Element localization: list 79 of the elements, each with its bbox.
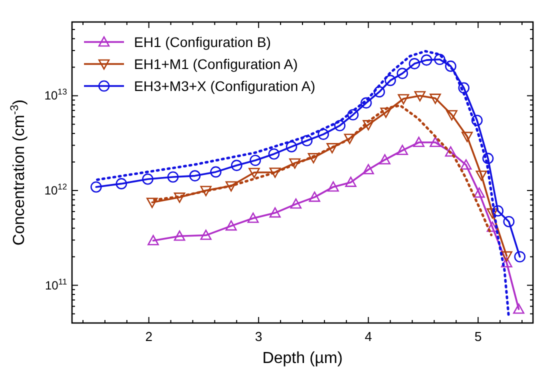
point bbox=[290, 198, 302, 209]
point bbox=[226, 220, 237, 231]
point bbox=[286, 141, 298, 152]
point bbox=[396, 68, 408, 80]
point bbox=[200, 186, 212, 196]
y-tick-label: 10$^{12}$ bbox=[44, 182, 68, 198]
legend-label: EH3+M3+X (Configuration A) bbox=[134, 78, 316, 94]
point bbox=[446, 110, 458, 120]
point bbox=[398, 94, 410, 104]
point bbox=[146, 198, 158, 208]
point bbox=[90, 181, 102, 193]
point bbox=[514, 251, 526, 262]
point bbox=[471, 114, 483, 126]
point bbox=[461, 132, 473, 142]
point bbox=[142, 173, 154, 185]
point bbox=[230, 160, 242, 172]
point bbox=[344, 134, 356, 144]
x-tick-label: 4 bbox=[364, 329, 372, 344]
point bbox=[513, 304, 524, 314]
point bbox=[379, 154, 390, 164]
point bbox=[420, 54, 432, 66]
point bbox=[474, 187, 485, 198]
point bbox=[503, 216, 514, 228]
point bbox=[408, 58, 420, 70]
point bbox=[326, 143, 338, 154]
point bbox=[414, 91, 426, 102]
point bbox=[174, 192, 186, 203]
point bbox=[167, 171, 179, 183]
point bbox=[289, 158, 300, 169]
point bbox=[189, 170, 201, 182]
point bbox=[380, 108, 392, 118]
point bbox=[434, 54, 446, 66]
point bbox=[116, 178, 128, 190]
point bbox=[148, 234, 159, 246]
point bbox=[269, 207, 281, 218]
point bbox=[458, 82, 470, 94]
point bbox=[210, 166, 222, 178]
point bbox=[430, 94, 441, 104]
point bbox=[362, 120, 374, 130]
x-axis-title: Depth (µm) bbox=[262, 350, 343, 367]
point bbox=[334, 120, 346, 132]
point bbox=[247, 212, 259, 223]
point bbox=[501, 251, 512, 262]
legend-label: EH1+M1 (Configuration A) bbox=[134, 56, 298, 72]
point bbox=[248, 168, 260, 178]
point bbox=[476, 170, 488, 181]
point bbox=[200, 230, 212, 240]
point bbox=[430, 136, 441, 148]
point bbox=[308, 192, 320, 202]
point bbox=[396, 144, 408, 156]
point bbox=[301, 134, 313, 146]
point bbox=[250, 154, 261, 166]
point bbox=[345, 176, 356, 187]
legend-label: EH1 (Configuration B) bbox=[134, 34, 271, 50]
point bbox=[226, 181, 237, 192]
point bbox=[374, 86, 385, 98]
point bbox=[501, 257, 512, 268]
point bbox=[445, 60, 456, 72]
x-tick-label: 2 bbox=[145, 329, 152, 344]
point bbox=[328, 181, 339, 192]
point bbox=[445, 146, 456, 157]
point bbox=[174, 230, 186, 241]
point bbox=[347, 109, 359, 120]
point bbox=[362, 164, 374, 174]
point bbox=[413, 136, 424, 148]
y-tick-label: 10$^{11}$ bbox=[44, 276, 68, 292]
point bbox=[360, 97, 372, 109]
point bbox=[269, 168, 281, 178]
y-tick-label: 10$^{13}$ bbox=[44, 86, 68, 103]
x-tick-label: 5 bbox=[474, 329, 482, 344]
point bbox=[486, 222, 498, 232]
x-tick-label: 3 bbox=[254, 329, 262, 344]
point bbox=[318, 128, 330, 140]
point bbox=[482, 152, 494, 164]
point bbox=[460, 159, 472, 170]
point bbox=[492, 205, 504, 216]
point bbox=[486, 208, 498, 219]
point bbox=[268, 148, 280, 160]
point bbox=[384, 74, 396, 86]
